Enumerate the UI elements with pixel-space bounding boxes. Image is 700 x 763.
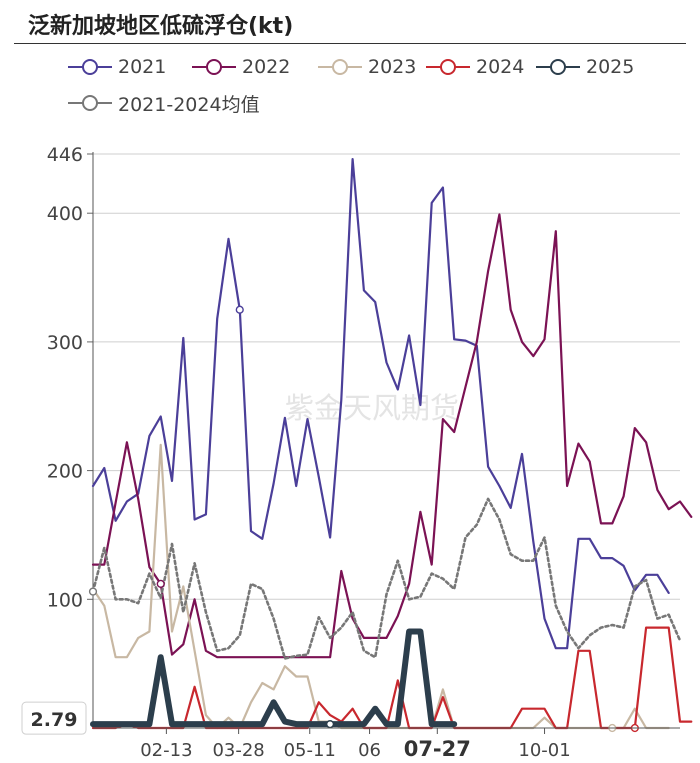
legend-line-circle-icon [536, 59, 580, 75]
series-line-2024 [91, 626, 693, 730]
data-point-2022[interactable] [156, 579, 165, 588]
legend-item-2022[interactable]: 2022 [190, 54, 290, 80]
series-line-2021-2024均值 [91, 497, 682, 660]
x-tick-label: 10-01 [518, 740, 570, 761]
legend-label: 2023 [368, 56, 417, 78]
legend-item-2025[interactable]: 2025 [534, 54, 634, 80]
data-point-2021-2024均值[interactable] [88, 587, 98, 596]
legend-item-2021[interactable]: 2021 [66, 54, 166, 80]
legend-label: 2025 [586, 56, 635, 78]
legend-item-2021-2024均值[interactable]: 2021-2024均值 [66, 90, 260, 116]
chart-title: 泛新加坡地区低硫浮仓(kt) [28, 14, 294, 39]
legend-label: 2024 [476, 56, 525, 78]
legend-item-2024[interactable]: 2024 [424, 54, 524, 80]
legend-label: 2021 [118, 56, 167, 78]
series-line-2021 [91, 158, 670, 650]
current-value-box [21, 701, 87, 735]
legend-line-circle-icon [68, 59, 112, 75]
y-tick-label: 100 [47, 589, 83, 611]
legend-item-2023[interactable]: 2023 [316, 54, 416, 80]
data-point-2021[interactable] [235, 305, 244, 314]
y-tick-label: 300 [47, 332, 83, 354]
y-tick-label: 200 [47, 461, 83, 483]
current-value-label: 2.79 [31, 709, 78, 731]
legend-line-circle-icon [318, 59, 362, 75]
y-tick-label: 446 [47, 144, 83, 166]
y-tick-label: 400 [47, 203, 83, 225]
legend-label: 2022 [242, 56, 291, 78]
x-tick-label: 07-27 [404, 737, 471, 761]
series-line-2022 [91, 213, 693, 659]
x-tick-label: 03-28 [212, 740, 264, 761]
x-tick-label: 06 [358, 740, 381, 761]
legend-line-circle-icon [426, 59, 470, 75]
x-tick-label: 05-11 [284, 740, 336, 761]
data-point-2025[interactable] [325, 720, 335, 729]
title-divider [14, 43, 686, 44]
legend: 2021 2022 2023 2024 2025 2021-2024均值 [0, 52, 700, 122]
watermark: 紫金天风期货 [285, 391, 459, 425]
legend-line-circle-icon [68, 95, 112, 111]
legend-label: 2021-2024均值 [118, 93, 260, 116]
series-line-2025 [90, 628, 458, 728]
legend-line-circle-icon [192, 59, 236, 75]
x-tick-label: 02-13 [140, 740, 192, 761]
